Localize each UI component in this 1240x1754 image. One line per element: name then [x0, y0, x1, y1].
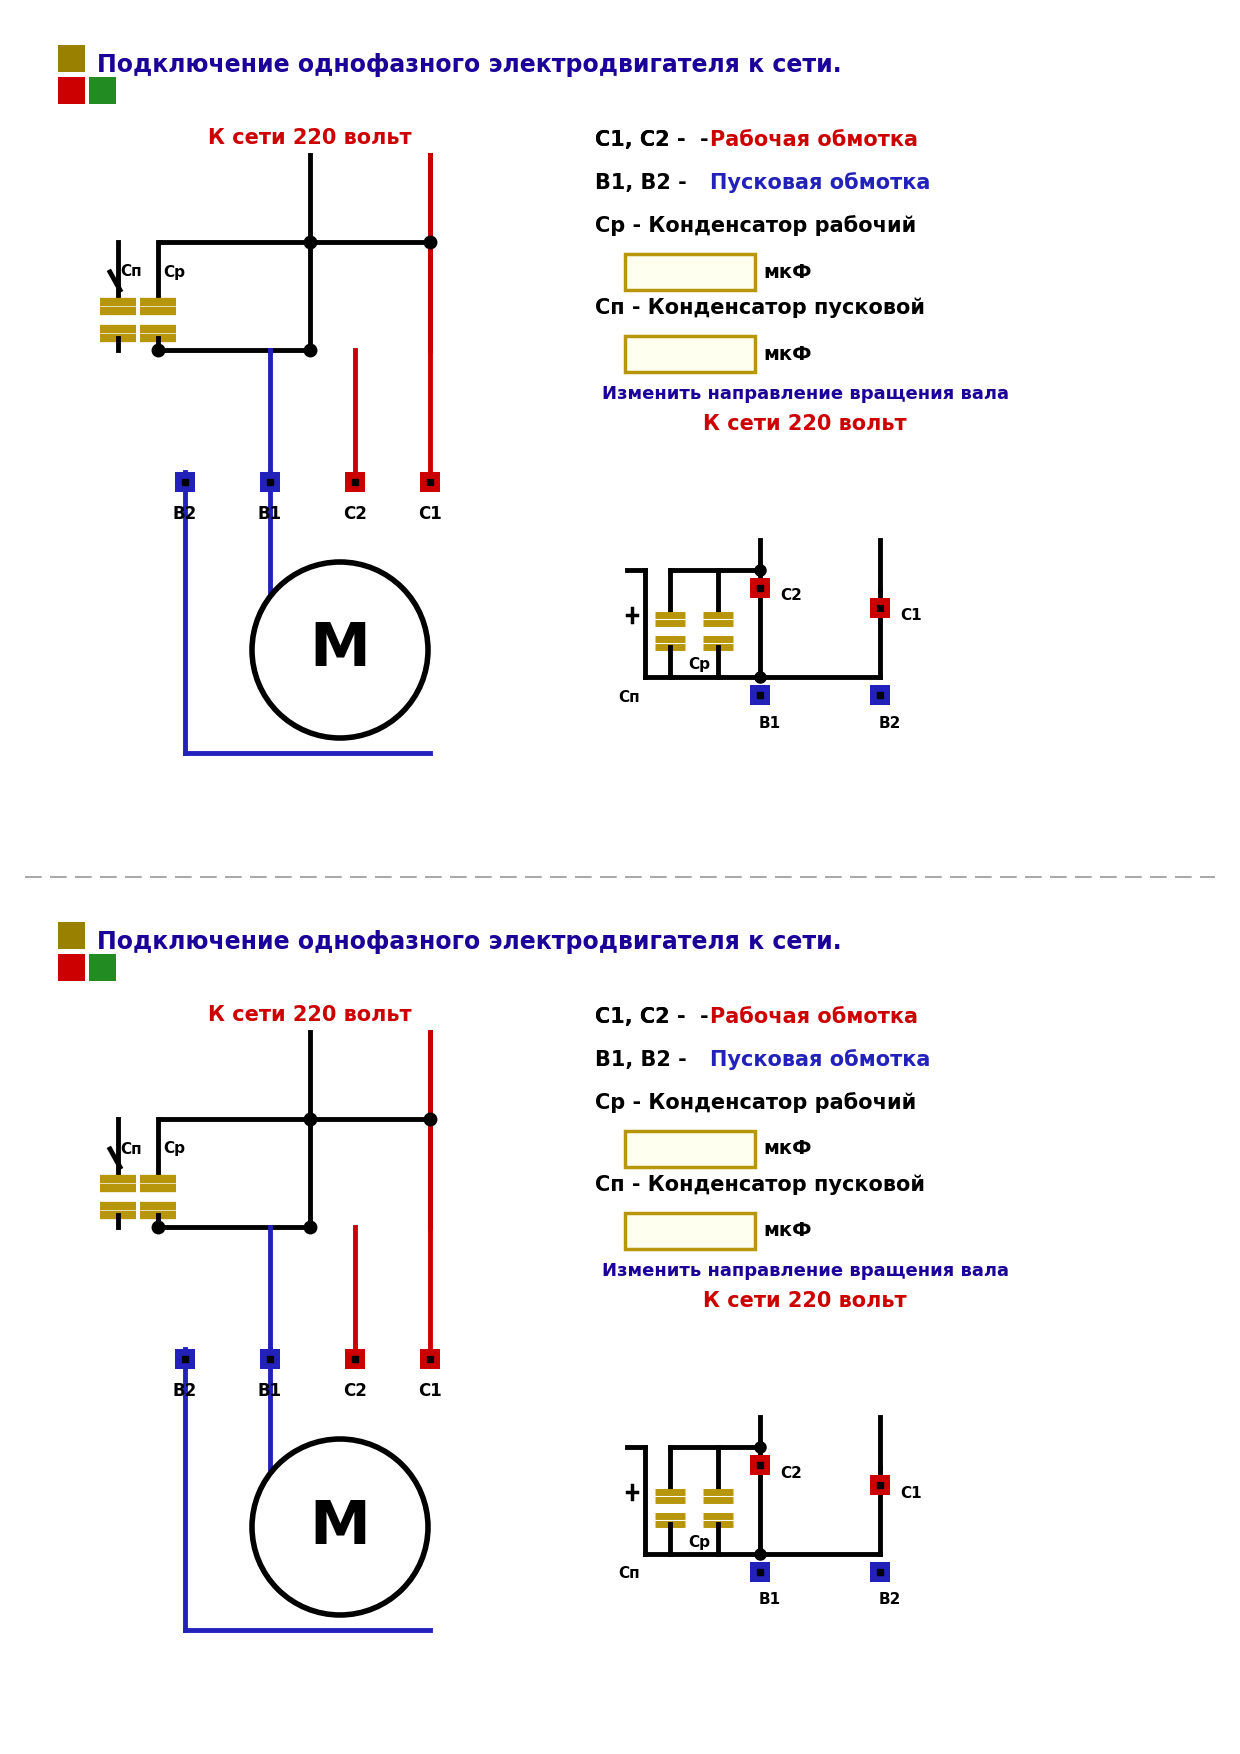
Bar — [870, 598, 890, 617]
Bar — [175, 1349, 195, 1370]
Bar — [58, 954, 86, 980]
Bar — [260, 1349, 280, 1370]
Bar — [420, 472, 440, 493]
Text: Пусковая обмотка: Пусковая обмотка — [711, 172, 930, 193]
Text: Ср: Ср — [688, 658, 711, 672]
Text: Ср - Конденсатор рабочий: Ср - Конденсатор рабочий — [595, 216, 916, 237]
Bar — [175, 472, 195, 493]
Text: В1, В2 -: В1, В2 - — [595, 1051, 694, 1070]
Text: Рабочая обмотка: Рабочая обмотка — [711, 130, 918, 151]
Text: Изменить направление вращения вала: Изменить направление вращения вала — [601, 1261, 1008, 1280]
Text: мкФ: мкФ — [763, 344, 811, 363]
Text: К сети 220 вольт: К сети 220 вольт — [208, 128, 412, 147]
Text: С1: С1 — [900, 1486, 921, 1500]
Circle shape — [252, 1438, 428, 1615]
Bar — [870, 1563, 890, 1582]
Bar — [89, 77, 117, 103]
Text: Подключение однофазного электродвигателя к сети.: Подключение однофазного электродвигателя… — [97, 930, 842, 954]
Text: Сп - Конденсатор пусковой: Сп - Конденсатор пусковой — [595, 298, 925, 317]
Text: мкФ: мкФ — [763, 1140, 811, 1158]
Bar — [625, 1131, 755, 1166]
Text: С1: С1 — [900, 609, 921, 623]
Text: Ср: Ср — [162, 265, 185, 279]
Text: С1: С1 — [418, 1382, 441, 1400]
Text: С1, С2 -: С1, С2 - — [595, 130, 693, 151]
Text: В1: В1 — [258, 505, 281, 523]
Text: M: M — [310, 621, 371, 679]
Text: Рабочая обмотка: Рабочая обмотка — [711, 1007, 918, 1028]
Text: К сети 220 вольт: К сети 220 вольт — [703, 1291, 906, 1310]
Bar — [58, 77, 86, 103]
Text: К сети 220 вольт: К сети 220 вольт — [208, 1005, 412, 1024]
Bar — [58, 46, 86, 72]
Bar — [870, 1475, 890, 1494]
Text: С1, С2 -  -: С1, С2 - - — [595, 130, 715, 151]
Bar — [89, 954, 117, 980]
Text: С1, С2 -: С1, С2 - — [595, 1007, 693, 1028]
Text: Ср: Ср — [688, 1535, 711, 1549]
Text: Сп: Сп — [619, 1566, 640, 1582]
Text: M: M — [310, 1498, 371, 1556]
Bar — [345, 472, 365, 493]
Text: С1, С2 -  -: С1, С2 - - — [595, 1007, 715, 1028]
Bar — [750, 1456, 770, 1475]
Text: мкФ: мкФ — [763, 1221, 811, 1240]
Text: С2: С2 — [343, 1382, 367, 1400]
Text: мкФ: мкФ — [763, 263, 811, 281]
Bar — [625, 337, 755, 372]
Text: В1: В1 — [759, 716, 781, 730]
Bar — [750, 686, 770, 705]
Bar — [870, 686, 890, 705]
Text: Пусковая обмотка: Пусковая обмотка — [711, 1049, 930, 1070]
Bar — [260, 472, 280, 493]
Text: В1: В1 — [759, 1593, 781, 1607]
Text: Сп: Сп — [619, 689, 640, 705]
Text: В2: В2 — [879, 1593, 901, 1607]
Bar — [750, 1563, 770, 1582]
Text: В1, В2 -: В1, В2 - — [595, 174, 694, 193]
Bar — [420, 1349, 440, 1370]
Text: Сп: Сп — [120, 265, 141, 279]
Text: Ср - Конденсатор рабочий: Ср - Конденсатор рабочий — [595, 1093, 916, 1114]
Text: В2: В2 — [172, 505, 197, 523]
Text: С2: С2 — [343, 505, 367, 523]
Text: В2: В2 — [879, 716, 901, 730]
Bar — [625, 254, 755, 289]
Text: Ср: Ср — [162, 1142, 185, 1156]
Text: Изменить направление вращения вала: Изменить направление вращения вала — [601, 384, 1008, 403]
Text: Подключение однофазного электродвигателя к сети.: Подключение однофазного электродвигателя… — [97, 53, 842, 77]
Text: В2: В2 — [172, 1382, 197, 1400]
Bar — [58, 923, 86, 949]
Bar — [345, 1349, 365, 1370]
Text: С2: С2 — [780, 1466, 802, 1480]
Bar — [625, 1214, 755, 1249]
Text: Сп - Конденсатор пусковой: Сп - Конденсатор пусковой — [595, 1175, 925, 1194]
Circle shape — [252, 561, 428, 738]
Bar — [750, 579, 770, 598]
Text: Сп: Сп — [120, 1142, 141, 1156]
Text: В1: В1 — [258, 1382, 281, 1400]
Text: К сети 220 вольт: К сети 220 вольт — [703, 414, 906, 433]
Text: С1: С1 — [418, 505, 441, 523]
Text: С2: С2 — [780, 589, 802, 603]
